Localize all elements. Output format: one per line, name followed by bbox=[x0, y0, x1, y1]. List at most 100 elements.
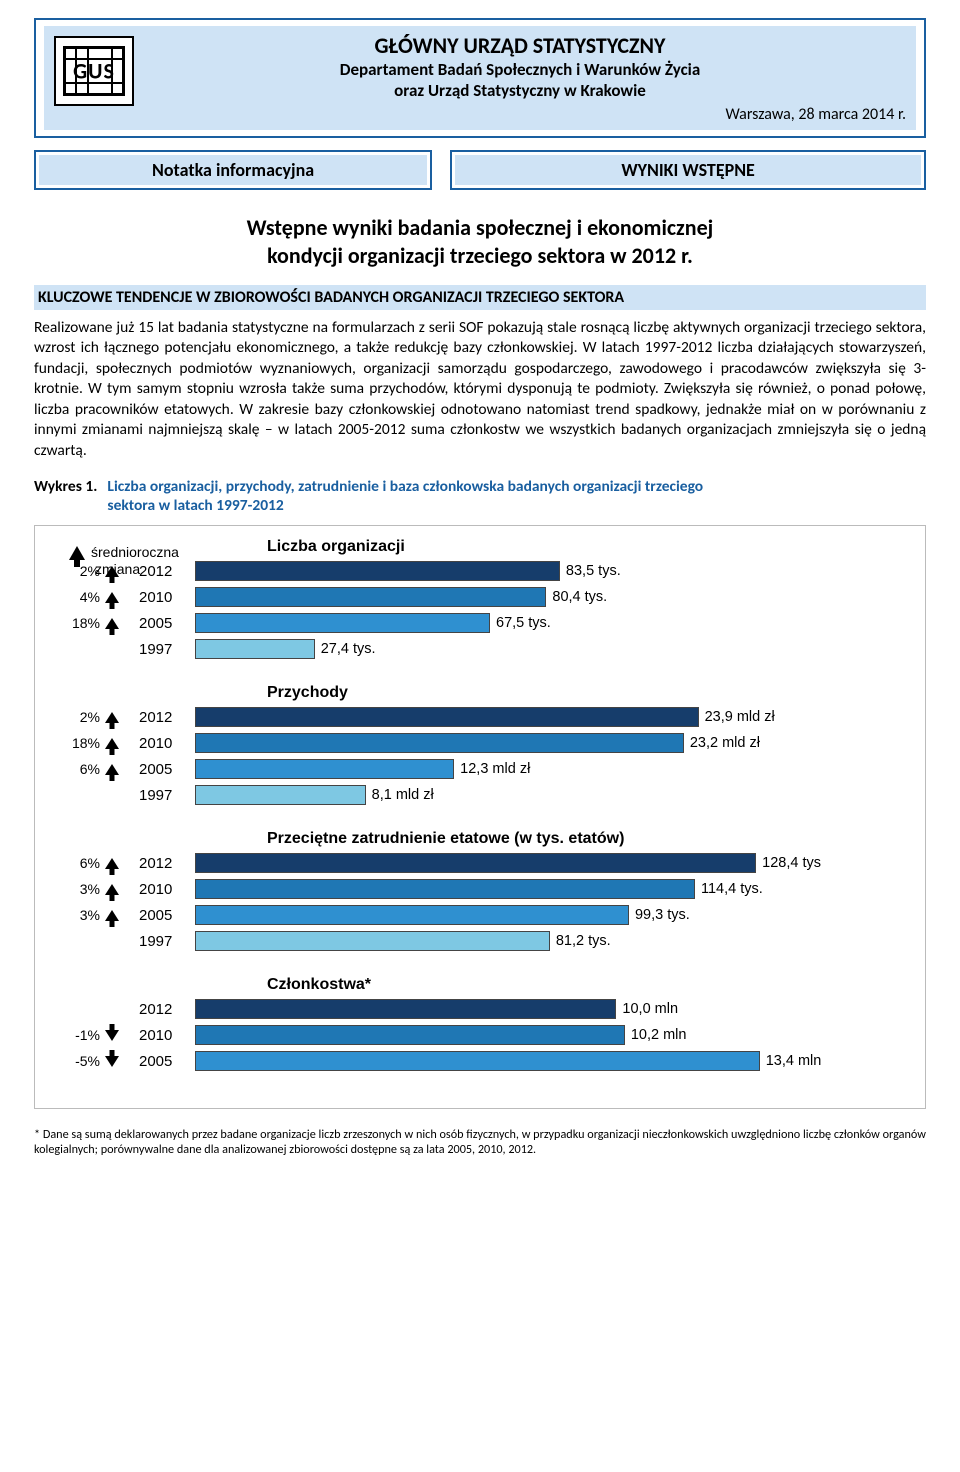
chart-block-title: Liczba organizacji bbox=[267, 538, 903, 556]
figure-title: Liczba organizacji, przychody, zatrudnie… bbox=[107, 477, 703, 515]
bar-value-label: 27,4 tys. bbox=[321, 641, 376, 657]
chart-row: 3%2005 99,3 tys. bbox=[57, 902, 903, 928]
bar-value-label: 10,2 mln bbox=[631, 1027, 687, 1043]
change-value: -1% bbox=[57, 1027, 121, 1043]
bar-area: 83,5 tys. bbox=[195, 560, 903, 582]
change-value: 3% bbox=[57, 907, 121, 923]
change-value: 2% bbox=[57, 709, 121, 725]
chart-block-title: Członkostwa* bbox=[267, 976, 903, 994]
chart-block: Członkostwa*201210,0 mln-1%201010,2 mln-… bbox=[57, 976, 903, 1074]
chart-row: 201210,0 mln bbox=[57, 996, 903, 1022]
year-label: 2012 bbox=[121, 855, 195, 872]
bar bbox=[195, 999, 616, 1019]
main-heading-l2: kondycji organizacji trzeciego sektora w… bbox=[267, 242, 693, 269]
chart-row: 19978,1 mld zł bbox=[57, 782, 903, 808]
body-paragraph: Realizowane już 15 lat badania statystyc… bbox=[34, 318, 926, 461]
change-value: 3% bbox=[57, 881, 121, 897]
bar-area: 10,2 mln bbox=[195, 1024, 903, 1046]
bar-value-label: 67,5 tys. bbox=[496, 615, 551, 631]
bar-area: 81,2 tys. bbox=[195, 930, 903, 952]
bar bbox=[195, 853, 756, 873]
year-label: 2010 bbox=[121, 881, 195, 898]
page: GUS GŁÓWNY URZĄD STATYSTYCZNY Departamen… bbox=[0, 0, 960, 1176]
arrow-down-icon bbox=[105, 1030, 119, 1041]
header-titles: GŁÓWNY URZĄD STATYSTYCZNY Departament Ba… bbox=[134, 32, 906, 101]
bar-area: 12,3 mld zł bbox=[195, 758, 903, 780]
chart-row: 18%201023,2 mld zł bbox=[57, 730, 903, 756]
arrow-up-icon bbox=[105, 592, 119, 603]
date-line: Warszawa, 28 marca 2014 r. bbox=[54, 105, 906, 124]
change-value: 6% bbox=[57, 761, 121, 777]
arrow-down-icon bbox=[105, 1056, 119, 1067]
bar bbox=[195, 561, 560, 581]
main-heading: Wstępne wyniki badania społecznej i ekon… bbox=[44, 214, 916, 269]
year-label: 2005 bbox=[121, 1053, 195, 1070]
chart-row: -1%201010,2 mln bbox=[57, 1022, 903, 1048]
bar bbox=[195, 733, 684, 753]
year-label: 2012 bbox=[121, 1001, 195, 1018]
bar-value-label: 80,4 tys. bbox=[552, 589, 607, 605]
bar-area: 8,1 mld zł bbox=[195, 784, 903, 806]
year-label: 2005 bbox=[121, 907, 195, 924]
chart-row: 2%201223,9 mld zł bbox=[57, 704, 903, 730]
section-heading: KLUCZOWE TENDENCJE W ZBIOROWOŚCI BADANYC… bbox=[34, 285, 926, 310]
arrow-up-icon bbox=[105, 566, 119, 577]
sub-boxes: Notatka informacyjna WYNIKI WSTĘPNE bbox=[34, 150, 926, 190]
bar-area: 67,5 tys. bbox=[195, 612, 903, 634]
org-subtitle-1: Departament Badań Społecznych i Warunków… bbox=[134, 59, 906, 80]
gus-logo: GUS bbox=[54, 36, 134, 106]
bar-area: 114,4 tys. bbox=[195, 878, 903, 900]
chart-block: Przychody 2%201223,9 mld zł18%201023,2 ml… bbox=[57, 684, 903, 808]
bar-area: 23,2 mld zł bbox=[195, 732, 903, 754]
logo-text: GUS bbox=[73, 58, 115, 85]
year-label: 1997 bbox=[121, 641, 195, 658]
footnote: * Dane są sumą deklarowanych przez badan… bbox=[34, 1127, 926, 1158]
wyniki-box: WYNIKI WSTĘPNE bbox=[450, 150, 926, 190]
year-label: 1997 bbox=[121, 787, 195, 804]
wyniki-label: WYNIKI WSTĘPNE bbox=[455, 155, 921, 185]
bar-area: 99,3 tys. bbox=[195, 904, 903, 926]
arrow-up-icon bbox=[69, 546, 85, 560]
chart-row: 6%2012128,4 tys bbox=[57, 850, 903, 876]
bar bbox=[195, 785, 366, 805]
chart-container: średniorocznazmianaLiczba organizacji2%2… bbox=[34, 525, 926, 1109]
notatka-box: Notatka informacyjna bbox=[34, 150, 432, 190]
bar bbox=[195, 613, 490, 633]
change-value: -5% bbox=[57, 1053, 121, 1069]
chart-row: 2%201283,5 tys. bbox=[57, 558, 903, 584]
chart-row: -5%2005 13,4 mln bbox=[57, 1048, 903, 1074]
year-label: 2005 bbox=[121, 761, 195, 778]
year-label: 2010 bbox=[121, 589, 195, 606]
chart-row: 4%201080,4 tys. bbox=[57, 584, 903, 610]
bar-value-label: 12,3 mld zł bbox=[460, 761, 530, 777]
chart-block: Przeciętne zatrudnienie etatowe (w tys. … bbox=[57, 830, 903, 954]
change-value: 18% bbox=[57, 735, 121, 751]
bar-value-label: 99,3 tys. bbox=[635, 907, 690, 923]
figure-caption: Wykres 1. Liczba organizacji, przychody,… bbox=[34, 477, 926, 515]
bar bbox=[195, 707, 699, 727]
change-value: 18% bbox=[57, 615, 121, 631]
legend: średniorocznazmiana bbox=[69, 544, 179, 578]
bar-area: 27,4 tys. bbox=[195, 638, 903, 660]
bar-value-label: 23,2 mld zł bbox=[690, 735, 760, 751]
bar-area: 23,9 mld zł bbox=[195, 706, 903, 728]
chart-row: 1997 27,4 tys. bbox=[57, 636, 903, 662]
year-label: 1997 bbox=[121, 933, 195, 950]
year-label: 2005 bbox=[121, 615, 195, 632]
bar bbox=[195, 587, 546, 607]
bar bbox=[195, 879, 695, 899]
chart-row: 199781,2 tys. bbox=[57, 928, 903, 954]
figure-label: Wykres 1. bbox=[34, 477, 97, 515]
arrow-up-icon bbox=[105, 764, 119, 775]
bar bbox=[195, 639, 315, 659]
main-heading-l1: Wstępne wyniki badania społecznej i ekon… bbox=[247, 214, 714, 241]
bar bbox=[195, 931, 550, 951]
chart-block-title: Przychody bbox=[267, 684, 903, 702]
notatka-label: Notatka informacyjna bbox=[39, 155, 427, 185]
arrow-up-icon bbox=[105, 884, 119, 895]
header-banner: GUS GŁÓWNY URZĄD STATYSTYCZNY Departamen… bbox=[44, 26, 916, 130]
chart-block-title: Przeciętne zatrudnienie etatowe (w tys. … bbox=[267, 830, 903, 848]
bar-value-label: 13,4 mln bbox=[766, 1053, 822, 1069]
bar-area: 80,4 tys. bbox=[195, 586, 903, 608]
bar-value-label: 23,9 mld zł bbox=[705, 709, 775, 725]
